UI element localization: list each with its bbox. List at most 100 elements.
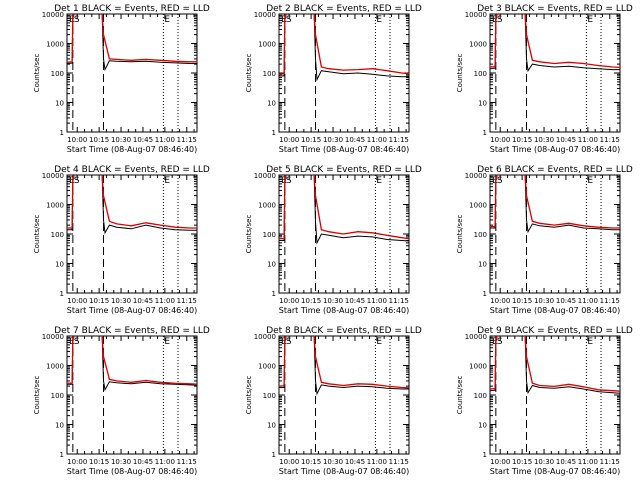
x-tick-label: 10:00 [490,136,510,144]
detector-panel: Det 8 BLACK = Events, RED = LLD 1 10 100 100… [245,326,422,476]
y-axis-label: Counts/sec [245,54,253,93]
y-tick-label: 1000 [46,202,64,210]
y-tick-label: 1 [272,451,276,459]
y-tick-label: 100 [51,70,64,78]
marker-e-label: E [492,15,498,25]
plot-frame [489,335,621,455]
y-tick-label: 10 [55,261,64,269]
events-series-line [279,175,409,245]
x-tick-label: 10:00 [67,297,87,305]
panel-title: Det 4 BLACK = Events, RED = LLD [54,165,210,175]
x-tick-label: 11:00 [155,458,175,466]
plot-frame [66,335,198,455]
y-tick-label: 100 [263,70,276,78]
x-axis-label: Start Time (08-Aug-07 08:46:40) [490,145,621,154]
events-series-line [490,336,620,395]
x-tick-label: 10:15 [512,297,532,305]
x-axis-label: Start Time (08-Aug-07 08:46:40) [490,467,621,476]
panel-title: Det 3 BLACK = Events, RED = LLD [477,4,633,14]
marker-s-label: S [497,337,503,347]
y-tick-label: 1 [60,129,64,137]
y-tick-label: 10000 [465,333,487,341]
y-axis-label: Counts/sec [33,54,41,93]
x-tick-label: 10:45 [133,297,153,305]
detector-panel: Det 5 BLACK = Events, RED = LLD 1 10 100 100… [245,165,422,315]
marker-s-label: S [497,15,503,25]
x-tick-label: 10:15 [301,458,321,466]
x-tick-label: 11:15 [389,458,409,466]
lld-series-line [490,14,620,69]
y-tick-label: 100 [474,231,487,239]
marker-e-label: E [281,176,287,186]
y-tick-label: 100 [474,392,487,400]
marker-e-label: E [587,337,593,347]
x-tick-label: 10:00 [490,458,510,466]
lld-series-line [279,14,409,75]
x-tick-label: 10:30 [111,458,131,466]
events-series-line [490,14,620,73]
x-tick-label: 10:15 [512,458,532,466]
x-tick-label: 10:45 [345,136,365,144]
x-tick-label: 11:15 [389,136,409,144]
marker-e-label: E [69,176,75,186]
x-tick-label: 11:15 [600,297,620,305]
x-tick-label: 10:45 [556,136,576,144]
panel-title: Det 9 BLACK = Events, RED = LLD [477,326,633,336]
x-tick-label: 10:15 [89,136,109,144]
y-tick-label: 1000 [258,363,276,371]
lld-series-line [67,14,197,63]
y-tick-label: 1 [272,129,276,137]
marker-s-label: S [286,337,292,347]
x-tick-label: 11:15 [389,297,409,305]
marker-s-label: S [74,176,80,186]
plot-frame [66,13,198,133]
y-tick-label: 10000 [465,11,487,19]
x-tick-label: 11:00 [367,136,387,144]
y-tick-label: 100 [51,392,64,400]
plot-frame [278,13,410,133]
y-tick-label: 10 [478,422,487,430]
x-tick-label: 11:00 [155,136,175,144]
panel-title: Det 2 BLACK = Events, RED = LLD [266,4,422,14]
y-tick-label: 10 [55,422,64,430]
y-tick-label: 10000 [42,172,64,180]
detector-panel: Det 4 BLACK = Events, RED = LLD 1 10 100 100… [33,165,210,315]
x-axis-label: Start Time (08-Aug-07 08:46:40) [67,306,198,315]
y-tick-label: 10 [267,422,276,430]
detector-panel: Det 7 BLACK = Events, RED = LLD 1 10 100 100… [33,326,210,476]
y-axis-label: Counts/sec [245,215,253,254]
lld-series-line [279,336,409,389]
x-tick-label: 11:15 [177,136,197,144]
marker-e-label: E [376,337,382,347]
marker-e-label: E [492,337,498,347]
x-tick-label: 11:15 [600,136,620,144]
x-tick-label: 10:45 [345,297,365,305]
lld-series-line [490,175,620,229]
marker-e-label: E [587,176,593,186]
y-axis-label: Counts/sec [33,376,41,415]
x-axis-label: Start Time (08-Aug-07 08:46:40) [67,467,198,476]
y-tick-label: 1 [483,451,487,459]
y-tick-label: 1000 [46,41,64,49]
x-tick-label: 10:00 [67,458,87,466]
y-axis-label: Counts/sec [456,215,464,254]
x-tick-label: 10:45 [133,136,153,144]
x-tick-label: 11:00 [578,136,598,144]
x-tick-label: 10:00 [279,136,299,144]
x-tick-label: 11:15 [600,458,620,466]
y-tick-label: 1 [60,290,64,298]
x-axis-label: Start Time (08-Aug-07 08:46:40) [279,306,410,315]
x-tick-label: 10:15 [89,458,109,466]
marker-e-label: E [69,15,75,25]
x-tick-label: 11:15 [177,297,197,305]
y-tick-label: 10000 [465,172,487,180]
y-tick-label: 10000 [254,333,276,341]
panel-title: Det 8 BLACK = Events, RED = LLD [266,326,422,336]
y-tick-label: 10000 [254,11,276,19]
x-tick-label: 10:15 [512,136,532,144]
plot-frame [489,13,621,133]
y-tick-label: 100 [263,231,276,239]
panel-title: Det 6 BLACK = Events, RED = LLD [477,165,633,175]
x-axis-label: Start Time (08-Aug-07 08:46:40) [490,306,621,315]
y-tick-label: 1000 [469,363,487,371]
